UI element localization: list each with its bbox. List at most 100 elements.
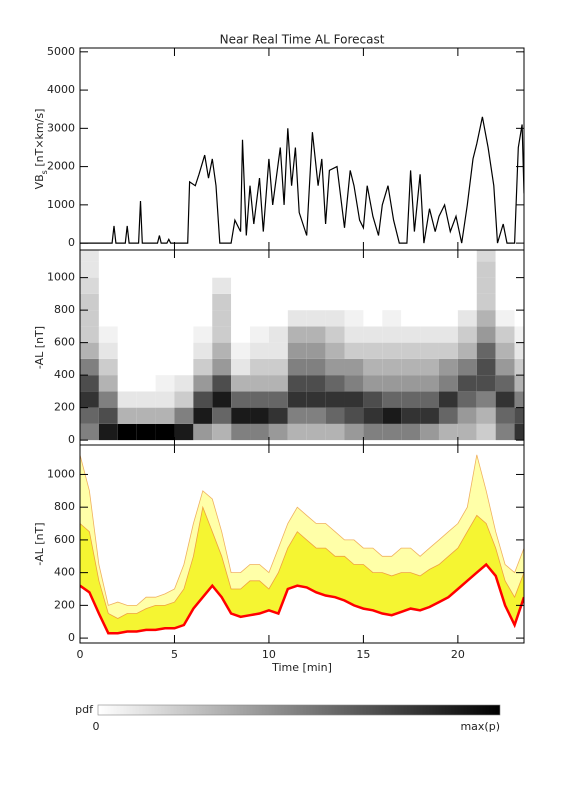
pdf-cell xyxy=(155,391,175,408)
pdf-cell xyxy=(514,358,524,376)
pdf-cell xyxy=(363,250,383,262)
pdf-cell xyxy=(476,358,496,376)
pdf-cell xyxy=(212,277,232,294)
pdf-cell xyxy=(287,326,307,343)
pdf-cell xyxy=(155,342,175,359)
pdf-cell xyxy=(174,310,194,327)
pdf-cell xyxy=(212,310,232,327)
pdf-cell xyxy=(250,250,269,262)
x-tick-label: 15 xyxy=(356,648,370,661)
pdf-cell xyxy=(117,261,137,278)
pdf-cell xyxy=(401,261,421,278)
pdf-cell xyxy=(80,277,99,294)
pdf-cell xyxy=(80,261,99,278)
y-tick-label: 200 xyxy=(54,401,75,414)
pdf-cell xyxy=(98,261,118,278)
pdf-cell xyxy=(231,250,251,262)
pdf-cell xyxy=(476,310,496,327)
colorbar-min: 0 xyxy=(93,720,100,733)
pdf-cell xyxy=(325,326,345,343)
pdf-cell xyxy=(212,261,232,278)
pdf-cell xyxy=(193,342,213,359)
pdf-cell xyxy=(174,277,194,294)
pdf-cell xyxy=(495,261,515,278)
pdf-cell xyxy=(306,261,326,278)
pdf-cell xyxy=(438,293,458,311)
pdf-cell xyxy=(155,277,175,294)
pdf-cell xyxy=(325,407,345,424)
pdf-cell xyxy=(306,310,326,327)
pdf-cell xyxy=(344,375,364,392)
pdf-cell xyxy=(476,326,496,343)
pdf-cell xyxy=(363,407,383,424)
pdf-cell xyxy=(117,277,137,294)
pdf-cell xyxy=(250,342,269,359)
pdf-cell xyxy=(212,250,232,262)
pdf-cell xyxy=(344,277,364,294)
pdf-cell xyxy=(420,391,439,408)
pdf-cell xyxy=(382,358,402,376)
pdf-cell xyxy=(287,310,307,327)
pdf-cell xyxy=(382,423,402,441)
pdf-cell xyxy=(136,342,156,359)
pdf-cell xyxy=(344,293,364,311)
pdf-cell xyxy=(401,310,421,327)
pdf-cell xyxy=(136,293,156,311)
pdf-cell xyxy=(117,358,137,376)
x-axis-label: Time [min] xyxy=(271,661,332,674)
pdf-cell xyxy=(155,293,175,311)
pdf-cell xyxy=(98,342,118,359)
pdf-cell xyxy=(476,293,496,311)
pdf-cell xyxy=(363,375,383,392)
plot-area xyxy=(80,454,524,643)
pdf-cell xyxy=(476,250,496,262)
pdf-cell xyxy=(457,277,477,294)
pdf-cell xyxy=(268,326,288,343)
colorbar xyxy=(97,704,501,716)
pdf-cell xyxy=(438,358,458,376)
y-axis-label: -AL [nT] xyxy=(33,326,46,369)
pdf-cell xyxy=(250,423,269,441)
pdf-cell xyxy=(306,391,326,408)
pdf-cell xyxy=(231,391,251,408)
pdf-cell xyxy=(231,310,251,327)
pdf-cell xyxy=(250,391,269,408)
pdf-cell xyxy=(420,326,439,343)
colorbar-label: pdf xyxy=(75,703,94,716)
pdf-cell xyxy=(363,358,383,376)
pdf-cell xyxy=(193,358,213,376)
pdf-cell xyxy=(457,293,477,311)
pdf-cell xyxy=(80,407,99,424)
plot-area xyxy=(80,250,524,441)
pdf-cell xyxy=(268,293,288,311)
pdf-cell xyxy=(268,250,288,262)
pdf-cell xyxy=(495,293,515,311)
pdf-cell xyxy=(344,250,364,262)
pdf-cell xyxy=(287,423,307,441)
pdf-cell xyxy=(325,310,345,327)
pdf-cell xyxy=(287,391,307,408)
plot-area xyxy=(80,116,524,244)
pdf-cell xyxy=(136,358,156,376)
pdf-cell xyxy=(98,293,118,311)
pdf-cell xyxy=(98,375,118,392)
pdf-cell xyxy=(476,391,496,408)
pdf-cell xyxy=(495,342,515,359)
pdf-cell xyxy=(306,326,326,343)
pdf-cell xyxy=(174,375,194,392)
pdf-cell xyxy=(495,391,515,408)
pdf-cell xyxy=(495,277,515,294)
pdf-cell xyxy=(476,277,496,294)
pdf-cell xyxy=(80,423,99,441)
y-tick-label: 1000 xyxy=(47,198,75,211)
pdf-cell xyxy=(98,391,118,408)
pdf-cell xyxy=(420,407,439,424)
pdf-cell xyxy=(80,375,99,392)
pdf-cell xyxy=(382,342,402,359)
pdf-cell xyxy=(476,407,496,424)
pdf-cell xyxy=(306,407,326,424)
pdf-cell xyxy=(306,375,326,392)
pdf-cell xyxy=(420,310,439,327)
pdf-cell xyxy=(457,310,477,327)
